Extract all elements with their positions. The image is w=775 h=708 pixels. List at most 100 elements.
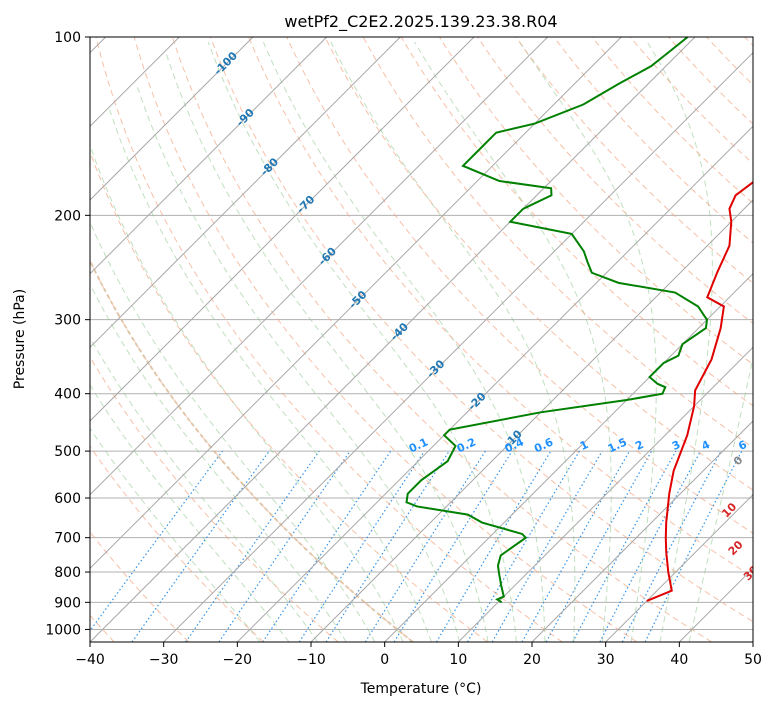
- mixing-ratio-line: [364, 450, 486, 642]
- dry-adiabat-line: [133, 37, 638, 642]
- mixing-ratio-label: 8: [766, 438, 775, 453]
- y-tick-label: 1000: [45, 622, 81, 638]
- x-tick-label: −10: [296, 652, 326, 668]
- x-tick-label: 20: [523, 652, 541, 668]
- y-tick-label: 500: [54, 444, 81, 460]
- x-tick-label: 40: [670, 652, 688, 668]
- moist-adiabat-line: [646, 41, 713, 642]
- dry-adiabat-line: [210, 37, 753, 623]
- y-tick-label: 800: [54, 565, 81, 581]
- dry-adiabat-line: [90, 258, 414, 642]
- isotherm-line: [90, 37, 696, 642]
- isotherm-line: [384, 272, 753, 642]
- profile-series: [405, 37, 753, 604]
- dry-adiabat-line: [248, 37, 753, 578]
- dry-adiabat-label: 40: [761, 587, 775, 607]
- y-tick-label: 400: [54, 387, 81, 403]
- x-tick-label: 30: [597, 652, 615, 668]
- mixing-ratio-line: [599, 450, 702, 642]
- moist-adiabat-line: [165, 51, 489, 642]
- dry-adiabat-line: [591, 37, 753, 204]
- dry-adiabat-line: [324, 37, 753, 491]
- moist-adiabat-line: [90, 427, 261, 642]
- y-tick-label: 700: [54, 531, 81, 547]
- dry-adiabat-line: [90, 531, 190, 642]
- moist-adiabat-label: 0: [731, 453, 746, 468]
- x-tick-label: 10: [449, 652, 467, 668]
- dry-adiabat-line: [95, 37, 563, 642]
- isotherm-line: [605, 493, 753, 642]
- mixing-ratio-line: [218, 450, 351, 642]
- temperature-line: [646, 181, 753, 602]
- dry-adiabat-line: [90, 259, 414, 642]
- dry-adiabat-line: [744, 37, 753, 47]
- x-tick-label: −20: [223, 652, 253, 668]
- isotherm-line: [752, 641, 753, 642]
- dry-adiabat-label: 10: [719, 500, 739, 520]
- moist-adiabat-line: [90, 336, 319, 642]
- isotherm-line: [90, 37, 401, 349]
- grid-lines: [90, 37, 753, 630]
- dry-adiabats: [90, 37, 753, 642]
- mixing-ratio-line: [393, 450, 513, 642]
- mixing-ratio-label: 0.6: [532, 435, 555, 455]
- moist-adiabat-line: [90, 220, 376, 642]
- moist-adiabat-line: [262, 41, 546, 642]
- mixing-ratio-line: [262, 450, 392, 642]
- mixing-ratio-lines: [90, 450, 743, 642]
- isotherm-line: [310, 199, 753, 642]
- dry-adiabat-line: [477, 37, 753, 325]
- y-tick-label: 600: [54, 491, 81, 507]
- dry-adiabat-label: 30: [741, 563, 761, 583]
- mixing-ratio-line: [572, 450, 677, 642]
- isotherm-line: [236, 125, 753, 642]
- x-tick-label: 0: [380, 652, 389, 668]
- isotherm-line: [163, 51, 753, 642]
- dry-adiabat-line: [553, 37, 753, 244]
- moist-adiabats: [90, 41, 753, 642]
- mixing-ratio-line: [644, 450, 743, 642]
- moist-adiabat-line: [207, 41, 517, 642]
- isotherm-label: -60: [316, 245, 339, 268]
- isotherm-line: [531, 420, 753, 642]
- moist-adiabat-line: [108, 108, 432, 642]
- plot-frame: [89, 36, 754, 643]
- isotherm-line: [90, 37, 549, 496]
- x-tick-label: −40: [75, 652, 105, 668]
- dry-adiabat-label: 20: [726, 538, 746, 558]
- mixing-ratio-line: [185, 450, 320, 642]
- mixing-ratio-label: 0.2: [455, 435, 478, 455]
- dry-adiabat-line: [629, 37, 753, 165]
- x-axis-title: Temperature (°C): [360, 681, 482, 697]
- moist-adiabat-line: [330, 41, 576, 642]
- isotherm-line: [90, 37, 475, 422]
- isotherms: [90, 37, 753, 642]
- y-axis-title: Pressure (hPa): [12, 289, 28, 389]
- isotherm-label: -30: [424, 357, 447, 380]
- isotherm-line: [90, 37, 254, 201]
- x-axis: −40 −30 −20 −10 0 10 20 30 40 50: [75, 642, 762, 668]
- mixing-ratio-line: [90, 450, 223, 632]
- dry-adiabat-line: [668, 37, 753, 125]
- dry-adiabat-line: [400, 37, 753, 407]
- moist-adiabat-line: [135, 83, 461, 642]
- mixing-ratio-line: [545, 450, 653, 642]
- y-tick-label: 900: [54, 595, 81, 611]
- mixing-ratio-line: [298, 450, 425, 642]
- dry-adiabat-line: [171, 37, 712, 642]
- dry-adiabat-line: [90, 150, 488, 642]
- x-tick-label: 50: [744, 652, 762, 668]
- moist-adiabat-line: [90, 143, 404, 642]
- y-tick-label: 300: [54, 313, 81, 329]
- mixing-ratio-line: [521, 450, 631, 642]
- y-tick-label: 100: [54, 30, 81, 46]
- moist-adiabat-line: [90, 384, 290, 642]
- moist-adiabat-line: [414, 41, 612, 642]
- mixing-ratio-line: [435, 450, 552, 642]
- isotherm-line: [90, 37, 622, 570]
- x-tick-label: −30: [149, 652, 179, 668]
- mixing-ratio-line: [325, 450, 450, 642]
- chart-title: wetPf2_C2E2.2025.139.23.38.R04: [284, 12, 557, 32]
- dewpoint-line: [405, 37, 709, 604]
